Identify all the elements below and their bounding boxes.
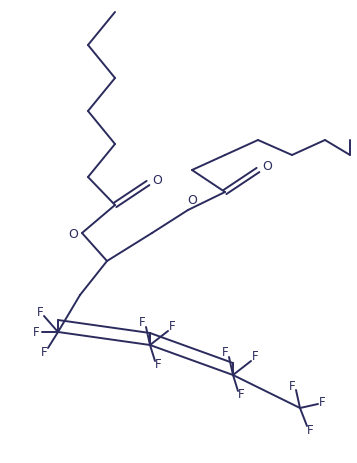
Text: F: F bbox=[41, 345, 47, 358]
Text: F: F bbox=[37, 306, 43, 319]
Text: O: O bbox=[187, 194, 197, 206]
Text: F: F bbox=[33, 325, 39, 338]
Text: F: F bbox=[169, 320, 175, 333]
Text: O: O bbox=[68, 227, 78, 240]
Text: F: F bbox=[238, 388, 244, 401]
Text: O: O bbox=[152, 174, 162, 187]
Text: F: F bbox=[139, 317, 145, 330]
Text: F: F bbox=[307, 424, 313, 437]
Text: F: F bbox=[289, 380, 295, 393]
Text: F: F bbox=[155, 358, 161, 371]
Text: F: F bbox=[222, 346, 228, 359]
Text: F: F bbox=[252, 350, 258, 363]
Text: O: O bbox=[262, 161, 272, 174]
Text: F: F bbox=[319, 395, 325, 408]
